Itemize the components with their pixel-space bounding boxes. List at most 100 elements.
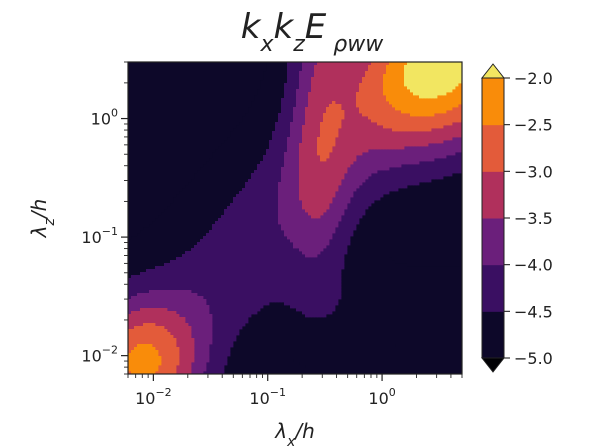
contour-cell — [365, 326, 368, 329]
contour-cell — [233, 188, 236, 191]
contour-cell — [203, 236, 206, 239]
contour-cell — [356, 272, 359, 275]
contour-cell — [278, 347, 281, 350]
contour-cell — [455, 275, 458, 278]
contour-cell — [251, 212, 254, 215]
contour-cell — [392, 173, 395, 176]
contour-cell — [134, 266, 137, 269]
contour-cell — [263, 197, 266, 200]
contour-cell — [215, 197, 218, 200]
contour-cell — [452, 269, 455, 272]
contour-cell — [395, 305, 398, 308]
contour-cell — [227, 218, 230, 221]
contour-cell — [260, 80, 263, 83]
contour-cell — [347, 215, 350, 218]
contour-cell — [371, 218, 374, 221]
contour-cell — [299, 254, 302, 257]
contour-cell — [296, 311, 299, 314]
contour-cell — [425, 206, 428, 209]
contour-cell — [281, 257, 284, 260]
contour-cell — [350, 338, 353, 341]
contour-cell — [200, 251, 203, 254]
contour-cell — [206, 248, 209, 251]
contour-cell — [422, 200, 425, 203]
contour-cell — [452, 194, 455, 197]
contour-cell — [335, 239, 338, 242]
contour-cell — [257, 155, 260, 158]
contour-cell — [248, 254, 251, 257]
contour-cell — [446, 302, 449, 305]
contour-cell — [233, 191, 236, 194]
contour-cell — [419, 299, 422, 302]
contour-cell — [242, 347, 245, 350]
contour-cell — [362, 197, 365, 200]
contour-cell — [257, 266, 260, 269]
contour-cell — [410, 320, 413, 323]
contour-cell — [170, 215, 173, 218]
contour-cell — [398, 263, 401, 266]
contour-cell — [272, 101, 275, 104]
contour-cell — [392, 260, 395, 263]
contour-cell — [278, 80, 281, 83]
contour-cell — [347, 281, 350, 284]
contour-cell — [431, 302, 434, 305]
contour-cell — [227, 365, 230, 368]
contour-cell — [404, 332, 407, 335]
contour-cell — [209, 215, 212, 218]
contour-cell — [230, 362, 233, 365]
contour-cell — [251, 323, 254, 326]
contour-cell — [398, 188, 401, 191]
contour-cell — [377, 170, 380, 173]
contour-cell — [242, 143, 245, 146]
contour-cell — [392, 200, 395, 203]
contour-cell — [344, 287, 347, 290]
contour-cell — [404, 263, 407, 266]
contour-cell — [206, 176, 209, 179]
contour-cell — [305, 323, 308, 326]
contour-cell — [431, 332, 434, 335]
contour-cell — [293, 257, 296, 260]
contour-cell — [344, 305, 347, 308]
contour-cell — [443, 197, 446, 200]
contour-cell — [257, 311, 260, 314]
contour-cell — [212, 182, 215, 185]
contour-cell — [413, 272, 416, 275]
contour-cell — [386, 221, 389, 224]
contour-cell — [212, 266, 215, 269]
contour-cell — [251, 161, 254, 164]
contour-cell — [287, 239, 290, 242]
contour-cell — [374, 239, 377, 242]
contour-cell — [398, 302, 401, 305]
contour-cell — [404, 182, 407, 185]
contour-cell — [362, 326, 365, 329]
contour-cell — [266, 146, 269, 149]
contour-cell — [224, 161, 227, 164]
contour-cell — [185, 254, 188, 257]
contour-cell — [353, 215, 356, 218]
contour-cell — [248, 260, 251, 263]
contour-cell — [275, 200, 278, 203]
contour-cell — [203, 266, 206, 269]
contour-cell — [236, 335, 239, 338]
contour-cell — [353, 308, 356, 311]
contour-cell — [434, 200, 437, 203]
contour-cell — [272, 104, 275, 107]
contour-cell — [278, 167, 281, 170]
contour-cell — [263, 353, 266, 356]
contour-cell — [248, 317, 251, 320]
contour-cell — [266, 158, 269, 161]
contour-cell — [350, 266, 353, 269]
contour-cell — [416, 212, 419, 215]
contour-cell — [416, 293, 419, 296]
contour-cell — [422, 323, 425, 326]
contour-cell — [230, 224, 233, 227]
contour-cell — [287, 92, 290, 95]
contour-cell — [377, 188, 380, 191]
contour-cell — [329, 332, 332, 335]
contour-cell — [161, 269, 164, 272]
contour-cell — [407, 272, 410, 275]
contour-cell — [389, 230, 392, 233]
contour-cell — [278, 113, 281, 116]
contour-cell — [239, 245, 242, 248]
contour-cell — [317, 326, 320, 329]
